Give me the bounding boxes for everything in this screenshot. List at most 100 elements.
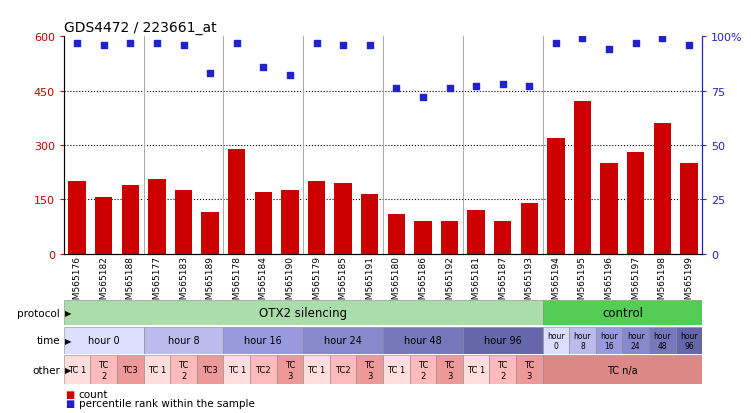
Text: other: other — [32, 365, 60, 375]
Point — [470, 84, 482, 90]
Bar — [649, 327, 676, 354]
Bar — [64, 356, 90, 385]
Bar — [197, 356, 224, 385]
Text: percentile rank within the sample: percentile rank within the sample — [79, 398, 255, 408]
Bar — [467, 211, 484, 254]
Bar — [64, 301, 542, 325]
Bar — [175, 191, 192, 254]
Bar — [357, 356, 383, 385]
Text: hour
0: hour 0 — [547, 331, 565, 350]
Bar — [388, 214, 405, 254]
Bar — [383, 327, 463, 354]
Point — [629, 40, 641, 47]
Point — [550, 40, 562, 47]
Bar — [383, 356, 409, 385]
Text: TC
3: TC 3 — [445, 361, 454, 380]
Point — [417, 95, 429, 101]
Bar — [436, 356, 463, 385]
Text: hour
96: hour 96 — [680, 331, 698, 350]
Bar — [596, 327, 623, 354]
Bar — [255, 192, 272, 254]
Text: TC2: TC2 — [335, 366, 351, 375]
Bar — [228, 149, 246, 254]
Bar — [494, 221, 511, 254]
Bar — [303, 356, 330, 385]
Text: ▶: ▶ — [65, 336, 71, 345]
Point — [656, 36, 668, 43]
Point — [577, 36, 589, 43]
Bar — [520, 203, 538, 254]
Text: TC 1: TC 1 — [307, 366, 326, 375]
Bar — [601, 164, 618, 254]
Text: hour
8: hour 8 — [574, 331, 591, 350]
Bar — [143, 327, 224, 354]
Bar — [282, 191, 299, 254]
Bar — [542, 327, 569, 354]
Text: hour 16: hour 16 — [244, 335, 282, 346]
Bar — [303, 327, 383, 354]
Bar — [441, 221, 458, 254]
Bar — [542, 301, 702, 325]
Bar — [490, 356, 516, 385]
Text: hour
48: hour 48 — [653, 331, 671, 350]
Text: control: control — [602, 306, 643, 320]
Text: TC3: TC3 — [122, 366, 138, 375]
Point — [71, 40, 83, 47]
Text: hour 48: hour 48 — [404, 335, 442, 346]
Text: TC 1: TC 1 — [388, 366, 406, 375]
Text: TC
3: TC 3 — [285, 361, 295, 380]
Point — [258, 64, 270, 71]
Bar — [170, 356, 197, 385]
Text: GDS4472 / 223661_at: GDS4472 / 223661_at — [64, 21, 216, 35]
Text: TC
2: TC 2 — [98, 361, 109, 380]
Text: TC 1: TC 1 — [467, 366, 485, 375]
Bar — [90, 356, 117, 385]
Text: ▶: ▶ — [65, 366, 71, 375]
Point — [204, 71, 216, 77]
Bar — [95, 198, 113, 254]
Bar — [330, 356, 357, 385]
Point — [444, 86, 456, 93]
Text: count: count — [79, 389, 108, 399]
Bar — [516, 356, 543, 385]
Text: TC
2: TC 2 — [497, 361, 508, 380]
Bar — [148, 180, 165, 254]
Bar — [542, 356, 702, 385]
Text: TC 1: TC 1 — [148, 366, 166, 375]
Bar — [224, 356, 250, 385]
Text: hour
16: hour 16 — [600, 331, 618, 350]
Bar — [64, 327, 143, 354]
Point — [284, 73, 296, 79]
Text: TC
3: TC 3 — [364, 361, 375, 380]
Point — [151, 40, 163, 47]
Text: TC2: TC2 — [255, 366, 271, 375]
Bar — [547, 138, 565, 254]
Bar — [361, 195, 379, 254]
Text: TC 1: TC 1 — [228, 366, 246, 375]
Text: TC
2: TC 2 — [178, 361, 189, 380]
Bar — [653, 124, 671, 254]
Text: TC n/a: TC n/a — [607, 365, 638, 375]
Text: OTX2 silencing: OTX2 silencing — [259, 306, 347, 320]
Point — [177, 43, 189, 49]
Text: protocol: protocol — [17, 308, 60, 318]
Bar — [250, 356, 276, 385]
Point — [98, 43, 110, 49]
Text: ■: ■ — [65, 389, 74, 399]
Bar — [415, 221, 432, 254]
Bar — [627, 153, 644, 254]
Bar — [574, 102, 591, 254]
Point — [363, 43, 376, 49]
Bar — [276, 356, 303, 385]
Bar — [117, 356, 143, 385]
Text: hour 0: hour 0 — [88, 335, 119, 346]
Point — [523, 84, 535, 90]
Point — [337, 43, 349, 49]
Point — [683, 43, 695, 49]
Bar — [623, 327, 649, 354]
Text: hour 24: hour 24 — [324, 335, 362, 346]
Text: TC
3: TC 3 — [524, 361, 535, 380]
Text: hour 96: hour 96 — [484, 335, 522, 346]
Bar — [201, 212, 219, 254]
Bar — [680, 164, 698, 254]
